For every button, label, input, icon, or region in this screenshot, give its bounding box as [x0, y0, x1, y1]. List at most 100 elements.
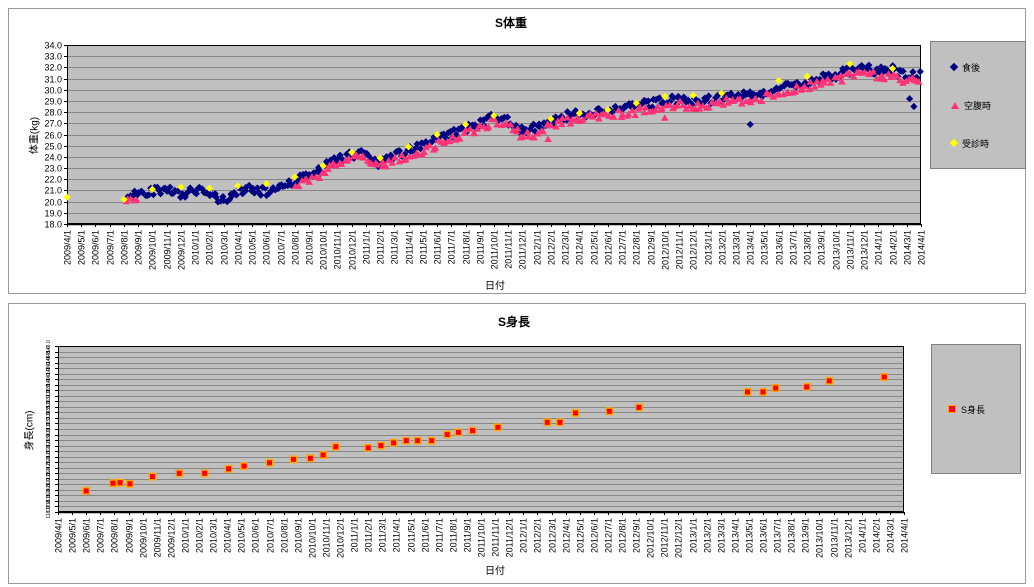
svg-text:2013/12/1: 2013/12/1	[844, 518, 854, 558]
svg-text:2013/3/1: 2013/3/1	[732, 230, 742, 265]
svg-text:2010/9/1: 2010/9/1	[294, 518, 304, 553]
svg-text:2009/10/1: 2009/10/1	[139, 518, 149, 558]
svg-text:33.0: 33.0	[44, 52, 62, 62]
svg-text:119.0: 119.0	[46, 489, 52, 501]
svg-text:2011/5/1: 2011/5/1	[407, 518, 417, 552]
svg-text:2011/9/1: 2011/9/1	[463, 518, 473, 552]
svg-text:2009/6/1: 2009/6/1	[91, 230, 101, 265]
svg-text:2013/3/1: 2013/3/1	[717, 518, 727, 553]
svg-text:2013/4/1: 2013/4/1	[746, 230, 756, 265]
x-axis-ticks	[58, 512, 905, 515]
svg-text:2011/6/1: 2011/6/1	[421, 518, 431, 552]
svg-text:2014/1/1: 2014/1/1	[858, 518, 868, 553]
y-axis-labels: 18.019.020.0 21.022.023.024.025.026.0 27.0…	[44, 41, 62, 230]
svg-text:2010/5/1: 2010/5/1	[237, 518, 247, 553]
svg-text:2011/8/1: 2011/8/1	[462, 230, 472, 264]
svg-text:22.0: 22.0	[44, 175, 62, 185]
legend-item-after-meal: 食後	[949, 61, 1025, 74]
plot-area[interactable]	[67, 45, 921, 224]
weight-chart[interactable]: 2009/4/1 2009/5/1 2009/6/1 2009/7/1 2009/8/1…	[8, 8, 1026, 294]
svg-text:2014/3/1: 2014/3/1	[903, 230, 913, 265]
svg-text:144.0: 144.0	[46, 351, 52, 364]
x-axis-ticks	[67, 224, 922, 227]
svg-text:2011/12/1: 2011/12/1	[505, 518, 515, 557]
svg-text:130.0: 130.0	[46, 429, 52, 442]
legend-item-checkup: 受診時	[949, 137, 1025, 150]
svg-text:2011/10/1: 2011/10/1	[477, 518, 487, 557]
svg-text:34.0: 34.0	[44, 41, 62, 51]
svg-text:2012/5/1: 2012/5/1	[576, 518, 586, 553]
svg-text:31.0: 31.0	[44, 75, 62, 85]
svg-text:18.0: 18.0	[44, 220, 62, 230]
svg-text:2012/3/1: 2012/3/1	[561, 230, 571, 265]
svg-text:27.0: 27.0	[44, 119, 62, 129]
svg-text:2010/7/1: 2010/7/1	[277, 230, 287, 265]
svg-text:2014/4/1: 2014/4/1	[917, 230, 927, 265]
svg-text:2012/11/1: 2012/11/1	[660, 518, 670, 557]
svg-text:2012/11/1: 2012/11/1	[675, 230, 685, 269]
series-受診時	[63, 60, 897, 203]
svg-text:2013/5/1: 2013/5/1	[760, 230, 770, 265]
svg-text:2013/11/1: 2013/11/1	[830, 518, 840, 557]
weight-y-axis-title: 体重(kg)	[29, 116, 41, 155]
height-chart-title: S身長	[497, 315, 531, 329]
plot-border	[67, 45, 921, 224]
svg-text:2009/7/1: 2009/7/1	[106, 230, 116, 265]
svg-text:2012/12/1: 2012/12/1	[689, 230, 699, 270]
svg-text:23.0: 23.0	[44, 164, 62, 174]
svg-text:143.0: 143.0	[46, 357, 52, 370]
svg-text:2011/3/1: 2011/3/1	[390, 230, 400, 264]
svg-text:116.0: 116.0	[46, 506, 52, 518]
legend-label: 食後	[962, 62, 981, 73]
svg-text:2012/2/1: 2012/2/1	[533, 518, 543, 553]
svg-text:138.0: 138.0	[46, 384, 52, 397]
svg-text:2011/4/1: 2011/4/1	[392, 518, 402, 552]
x-axis-labels: 2009/4/1 2009/5/1 2009/6/1 2009/7/1 2009/8/1…	[63, 230, 927, 270]
svg-text:2011/2/1: 2011/2/1	[364, 518, 374, 552]
svg-text:2012/6/1: 2012/6/1	[590, 518, 600, 553]
svg-text:142.0: 142.0	[46, 362, 52, 375]
svg-text:2009/9/1: 2009/9/1	[125, 518, 135, 553]
svg-text:2011/8/1: 2011/8/1	[449, 518, 459, 552]
svg-text:133.0: 133.0	[46, 412, 52, 425]
height-chart-legend[interactable]: S身長	[931, 344, 1021, 474]
svg-text:2013/4/1: 2013/4/1	[731, 518, 741, 553]
svg-text:2012/4/1: 2012/4/1	[562, 518, 572, 553]
legend-label: 受診時	[962, 138, 990, 149]
svg-text:2011/1/1: 2011/1/1	[350, 518, 360, 552]
svg-text:2012/2/1: 2012/2/1	[547, 230, 557, 265]
svg-text:2013/9/1: 2013/9/1	[817, 230, 827, 265]
svg-text:2013/6/1: 2013/6/1	[775, 230, 785, 265]
svg-text:2012/9/1: 2012/9/1	[647, 230, 657, 265]
svg-text:117.0: 117.0	[46, 500, 52, 512]
svg-text:2012/1/1: 2012/1/1	[519, 518, 529, 553]
svg-text:2010/6/1: 2010/6/1	[251, 518, 261, 553]
weight-chart-title: S体重	[494, 16, 528, 30]
svg-text:2010/11/1: 2010/11/1	[322, 518, 332, 557]
svg-text:2010/4/1: 2010/4/1	[234, 230, 244, 265]
svg-text:2013/11/1: 2013/11/1	[846, 230, 856, 269]
svg-text:2009/11/1: 2009/11/1	[153, 518, 163, 557]
svg-text:2009/5/1: 2009/5/1	[77, 230, 87, 265]
weight-x-axis-title: 日付	[485, 281, 505, 292]
svg-text:2010/1/1: 2010/1/1	[181, 518, 191, 553]
svg-text:19.0: 19.0	[44, 209, 62, 219]
svg-text:30.0: 30.0	[44, 86, 62, 96]
red-square-marker-icon	[948, 405, 956, 413]
svg-text:2014/2/1: 2014/2/1	[872, 518, 882, 553]
svg-text:2009/11/1: 2009/11/1	[163, 230, 173, 269]
svg-text:122.0: 122.0	[46, 473, 52, 486]
height-chart[interactable]: 2009/4/1 2009/5/1 2009/6/1 2009/7/1 2009/8/1…	[8, 303, 1026, 584]
svg-text:2012/5/1: 2012/5/1	[590, 230, 600, 265]
svg-text:2011/7/1: 2011/7/1	[435, 518, 445, 552]
svg-text:2012/8/1: 2012/8/1	[632, 230, 642, 265]
svg-text:2009/8/1: 2009/8/1	[120, 230, 130, 265]
svg-text:2012/10/1: 2012/10/1	[646, 518, 656, 558]
weight-chart-legend[interactable]: 食後 空腹時 受診時	[930, 41, 1026, 169]
svg-text:2011/12/1: 2011/12/1	[518, 230, 528, 269]
svg-text:2009/12/1: 2009/12/1	[177, 230, 187, 270]
svg-text:2013/10/1: 2013/10/1	[815, 518, 825, 558]
svg-text:2011/10/1: 2011/10/1	[490, 230, 500, 269]
svg-text:2012/4/1: 2012/4/1	[575, 230, 585, 265]
svg-text:2010/2/1: 2010/2/1	[195, 518, 205, 553]
